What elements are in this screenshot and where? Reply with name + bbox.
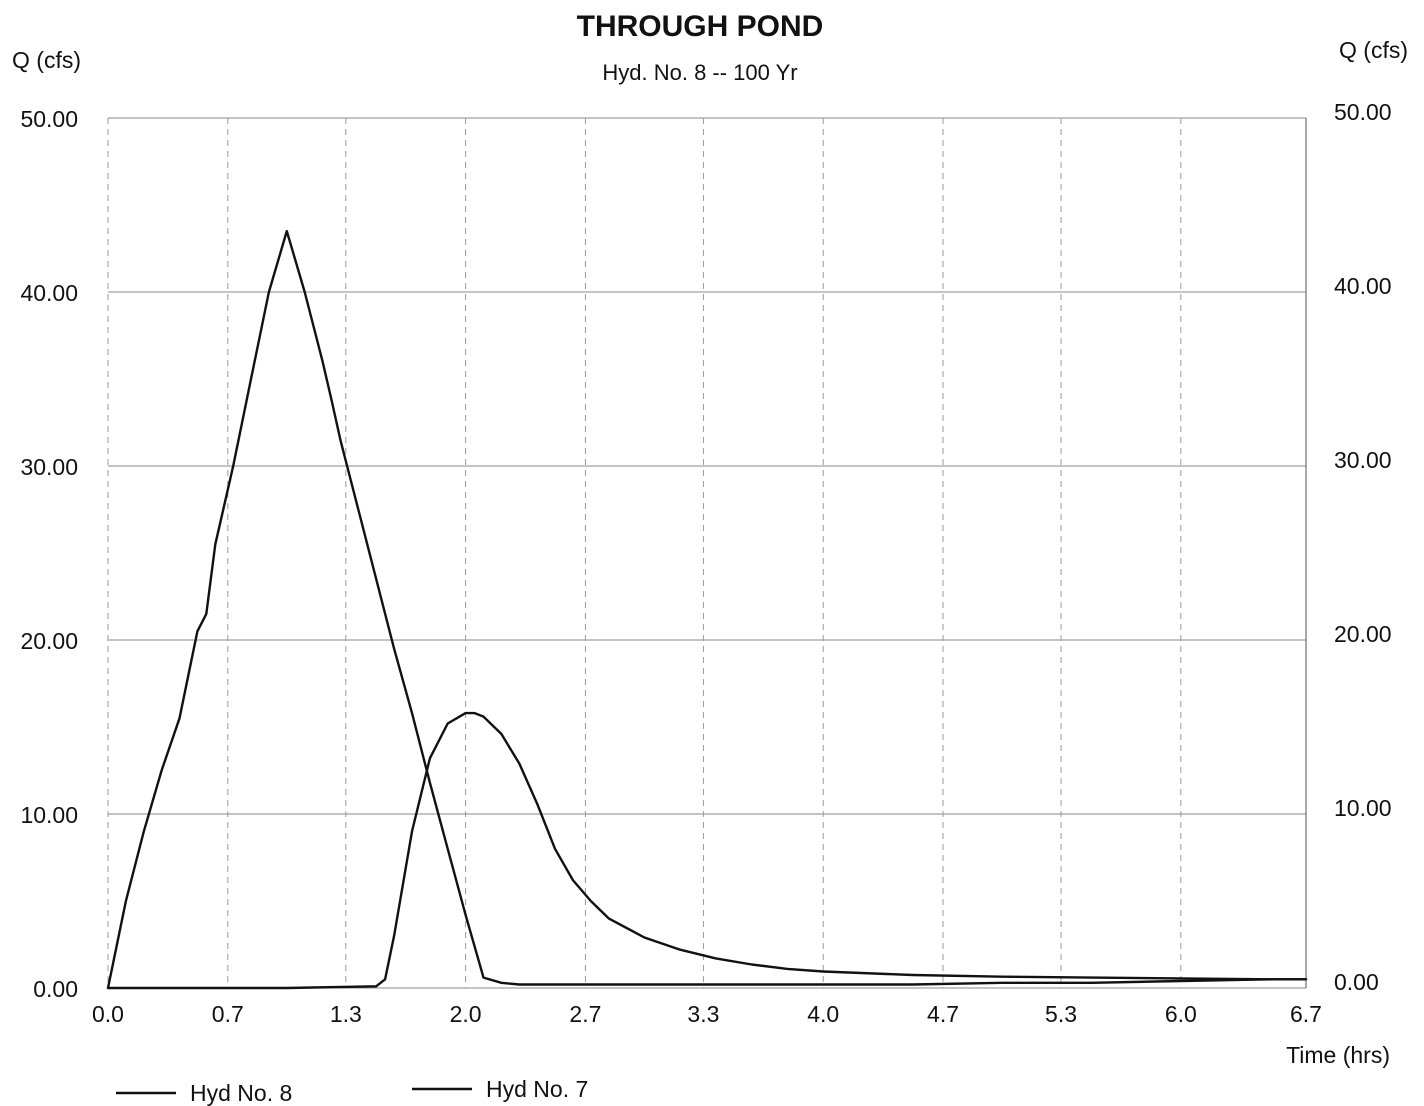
y-tick-label-right: 20.00 xyxy=(1334,621,1392,647)
series-layer xyxy=(106,229,1308,990)
x-tick-labels: 0.0 0.7 1.3 2.0 2.7 3.3 4.0 4.7 5.3 6.0 6.7 xyxy=(92,1001,1322,1027)
series-line-hyd-no-7 xyxy=(106,711,1308,990)
chart-title: THROUGH POND xyxy=(577,10,824,43)
x-tick-label: 2.7 xyxy=(569,1001,601,1027)
legend: Hyd No. 8 Hyd No. 7 xyxy=(116,1076,588,1106)
series-line-hyd-no-8 xyxy=(106,229,1308,990)
x-tick-label: 3.3 xyxy=(687,1001,719,1027)
x-tick-label: 1.3 xyxy=(330,1001,362,1027)
y-axis-label-right: Q (cfs) xyxy=(1339,37,1408,63)
x-tick-label: 4.0 xyxy=(807,1001,839,1027)
x-tick-label: 2.0 xyxy=(450,1001,482,1027)
x-axis-label: Time (hrs) xyxy=(1286,1042,1390,1068)
y-tick-labels: 0.00 0.00 10.00 10.00 20.00 20.00 30.00 30.00 40… xyxy=(20,99,1391,1002)
y-tick-label-left: 20.00 xyxy=(20,628,78,654)
y-axis-label-left: Q (cfs) xyxy=(12,47,81,73)
y-tick-label-right: 0.00 xyxy=(1334,969,1379,995)
grid-layer xyxy=(107,117,1307,989)
y-tick-label-right: 10.00 xyxy=(1334,795,1392,821)
legend-label: Hyd No. 7 xyxy=(486,1076,588,1102)
x-tick-label: 0.7 xyxy=(212,1001,244,1027)
x-tick-label: 0.0 xyxy=(92,1001,124,1027)
y-tick-label-left: 10.00 xyxy=(20,802,78,828)
legend-label: Hyd No. 8 xyxy=(190,1080,292,1106)
x-tick-label: 4.7 xyxy=(927,1001,959,1027)
x-tick-label: 6.0 xyxy=(1165,1001,1197,1027)
chart-subtitle: Hyd. No. 8 -- 100 Yr xyxy=(602,60,797,85)
y-tick-label-right: 40.00 xyxy=(1334,273,1392,299)
y-tick-label-left: 0.00 xyxy=(33,976,78,1002)
y-tick-label-left: 40.00 xyxy=(20,280,78,306)
y-tick-label-right: 30.00 xyxy=(1334,447,1392,473)
y-tick-label-left: 50.00 xyxy=(20,106,78,132)
y-tick-label-right: 50.00 xyxy=(1334,99,1392,125)
x-tick-label: 6.7 xyxy=(1290,1001,1322,1027)
x-tick-label: 5.3 xyxy=(1045,1001,1077,1027)
y-tick-label-left: 30.00 xyxy=(20,454,78,480)
